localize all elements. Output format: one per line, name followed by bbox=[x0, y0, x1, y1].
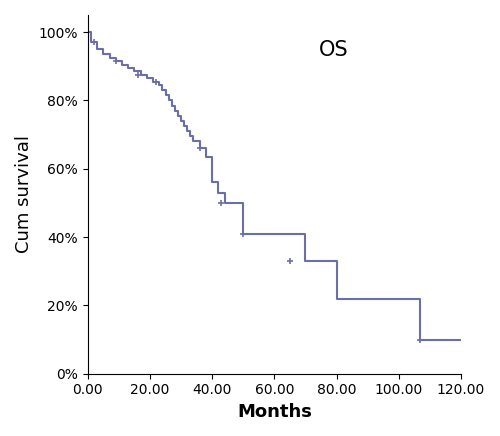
X-axis label: Months: Months bbox=[237, 403, 312, 421]
Text: OS: OS bbox=[319, 40, 348, 60]
Y-axis label: Cum survival: Cum survival bbox=[15, 135, 33, 253]
